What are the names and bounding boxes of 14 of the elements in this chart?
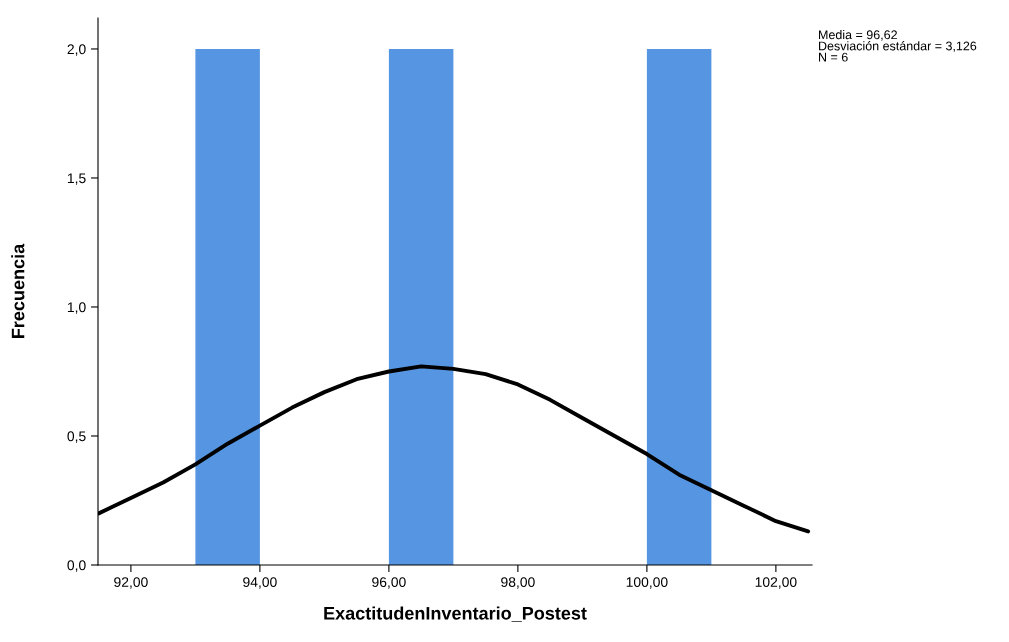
y-axis-title: Frecuencia [11, 243, 25, 338]
x-tick-label: 96,00 [372, 577, 406, 589]
y-tick-label: 2,0 [67, 44, 86, 56]
y-tick-label: 1,0 [67, 302, 86, 314]
x-tick-label: 98,00 [501, 577, 535, 589]
x-tick-label: 92,00 [114, 577, 148, 589]
y-tick-label: 0,5 [67, 431, 86, 443]
y-tick-label: 0,0 [67, 560, 86, 572]
x-tick-label: 94,00 [243, 577, 277, 589]
y-tick-label: 1,5 [67, 173, 86, 185]
x-tick-label: 102,00 [755, 577, 797, 589]
x-axis-title: ExactitudenInventario_Postest [324, 606, 587, 622]
text: Media = 96,62 Desviación estándar = 3,126 N = 6 [819, 30, 977, 62]
x-tick-label: 100,00 [626, 577, 668, 589]
